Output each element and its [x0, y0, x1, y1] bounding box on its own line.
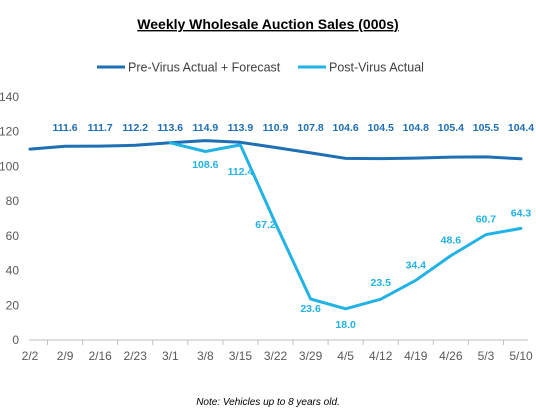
y-tick-label: 100: [0, 159, 19, 173]
series-line-post-virus: [168, 141, 523, 311]
y-tick-label: 140: [0, 90, 19, 104]
data-label-post-virus: 23.6: [300, 303, 321, 315]
data-label-post-virus: 112.4: [228, 166, 254, 178]
y-axis: 0 20 40 60 80 100 120 140: [0, 90, 19, 347]
x-tick-label: 3/1: [162, 349, 179, 363]
legend-label-pre-virus: Pre-Virus Actual + Forecast: [128, 61, 281, 75]
y-tick-label: 60: [6, 229, 20, 243]
data-label-post-virus: 23.5: [370, 277, 391, 289]
legend-label-post-virus: Post-Virus Actual: [329, 61, 424, 75]
x-tick-label: 4/12: [369, 349, 393, 363]
data-label-pre-virus: 113.6: [157, 122, 183, 134]
data-label-pre-virus: 104.5: [368, 122, 394, 134]
x-tick-label: 5/3: [478, 349, 495, 363]
data-label-post-virus: 64.3: [511, 207, 532, 219]
data-label-post-virus: 18.0: [335, 319, 356, 331]
data-labels: 111.6 111.7 112.2 113.6 114.9 113.9 110.9 107.8…: [53, 122, 535, 331]
x-tick-label: 5/10: [509, 349, 533, 363]
data-label-pre-virus: 105.4: [438, 122, 464, 134]
series-line-pre-virus: [28, 139, 523, 161]
data-label-pre-virus: 111.6: [53, 122, 78, 134]
x-tick-label: 2/23: [124, 349, 148, 363]
y-tick-label: 80: [6, 194, 20, 208]
data-label-pre-virus: 112.2: [122, 122, 148, 134]
y-tick-label: 20: [6, 298, 20, 312]
x-tick-label: 3/22: [264, 349, 288, 363]
data-label-pre-virus: 104.4: [508, 122, 534, 134]
series-group: [28, 139, 523, 311]
data-label-pre-virus: 110.9: [263, 122, 289, 134]
data-label-post-virus: 67.2: [255, 219, 276, 231]
data-label-pre-virus: 105.5: [473, 122, 499, 134]
data-label-pre-virus: 104.6: [333, 122, 359, 134]
chart-title: Weekly Wholesale Auction Sales (000s): [137, 16, 398, 32]
data-label-post-virus: 48.6: [441, 235, 462, 247]
x-tick-label: 4/19: [404, 349, 428, 363]
x-tick-label: 3/8: [197, 349, 214, 363]
y-tick-label: 120: [0, 125, 19, 139]
y-tick-label: 40: [6, 264, 20, 278]
x-tick-label: 4/26: [439, 349, 463, 363]
x-tick-label: 3/29: [299, 349, 323, 363]
data-label-pre-virus: 107.8: [297, 122, 323, 134]
data-label-pre-virus: 114.9: [193, 122, 219, 134]
x-tick-label: 4/5: [337, 349, 354, 363]
data-label-pre-virus: 113.9: [228, 122, 254, 134]
x-tick-label: 3/15: [229, 349, 253, 363]
x-tick-label: 2/2: [22, 349, 39, 363]
chart-note: Note: Vehicles up to 8 years old.: [196, 397, 340, 408]
data-label-post-virus: 34.4: [406, 259, 427, 271]
x-axis: 2/2 2/9 2/16 2/23 3/1 3/8 3/15 3/22 3/29 4/5 4/12 4…: [22, 339, 533, 363]
x-tick-label: 2/16: [88, 349, 112, 363]
y-tick-label: 0: [12, 333, 19, 347]
data-label-post-virus: 60.7: [476, 214, 497, 226]
x-tick-label: 2/9: [57, 349, 74, 363]
data-label-post-virus: 108.6: [192, 159, 218, 171]
legend: Pre-Virus Actual + Forecast Post-Virus Ac…: [97, 61, 424, 75]
data-label-pre-virus: 104.8: [403, 122, 429, 134]
data-label-pre-virus: 111.7: [88, 122, 113, 134]
